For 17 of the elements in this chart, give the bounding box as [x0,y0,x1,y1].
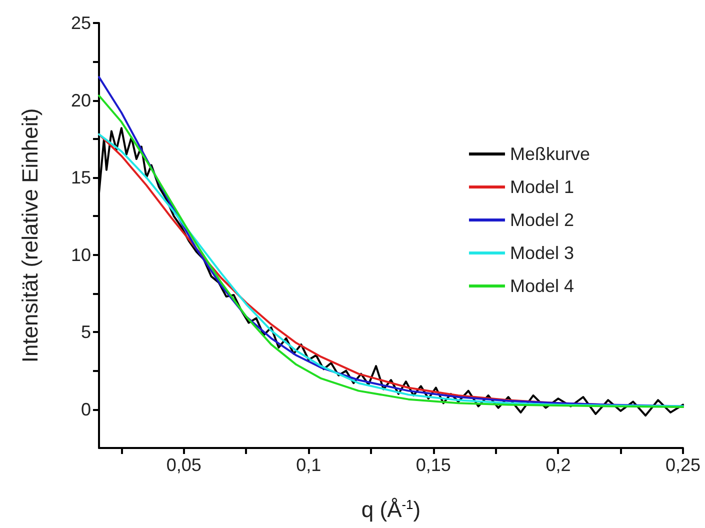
legend-label: Model 1 [510,177,574,197]
y-tick-label: 0 [80,399,91,420]
y-tick-label: 5 [80,322,91,342]
x-tick-label: 0,25 [665,455,701,475]
legend-label: Model 4 [510,276,574,296]
x-tick-label: 0,1 [296,455,322,475]
y-tick-label: 15 [70,168,91,188]
y-tick-label: 20 [70,90,91,110]
x-tick-label: 0,05 [166,455,202,475]
x-tick-label: 0,2 [546,455,571,475]
legend-label: Model 2 [510,210,574,230]
y-tick-label: 10 [70,244,91,265]
y-tick-label: 25 [70,13,91,33]
legend-label: Model 3 [510,243,574,263]
x-tick-label: 0,15 [416,455,451,475]
legend-label: Meßkurve [510,144,590,164]
y-axis-title: Intensität (relative Einheit) [18,108,42,363]
